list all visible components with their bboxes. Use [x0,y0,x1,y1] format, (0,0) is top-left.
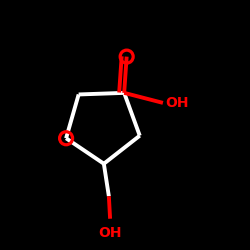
Text: OH: OH [98,226,122,240]
Text: OH: OH [166,96,189,110]
